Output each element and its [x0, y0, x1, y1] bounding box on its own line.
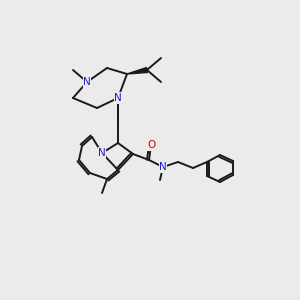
Text: N: N	[83, 77, 91, 87]
Text: N: N	[98, 148, 106, 158]
Text: N: N	[114, 93, 122, 103]
Text: O: O	[148, 140, 156, 150]
Text: N: N	[159, 162, 167, 172]
Polygon shape	[127, 68, 148, 74]
